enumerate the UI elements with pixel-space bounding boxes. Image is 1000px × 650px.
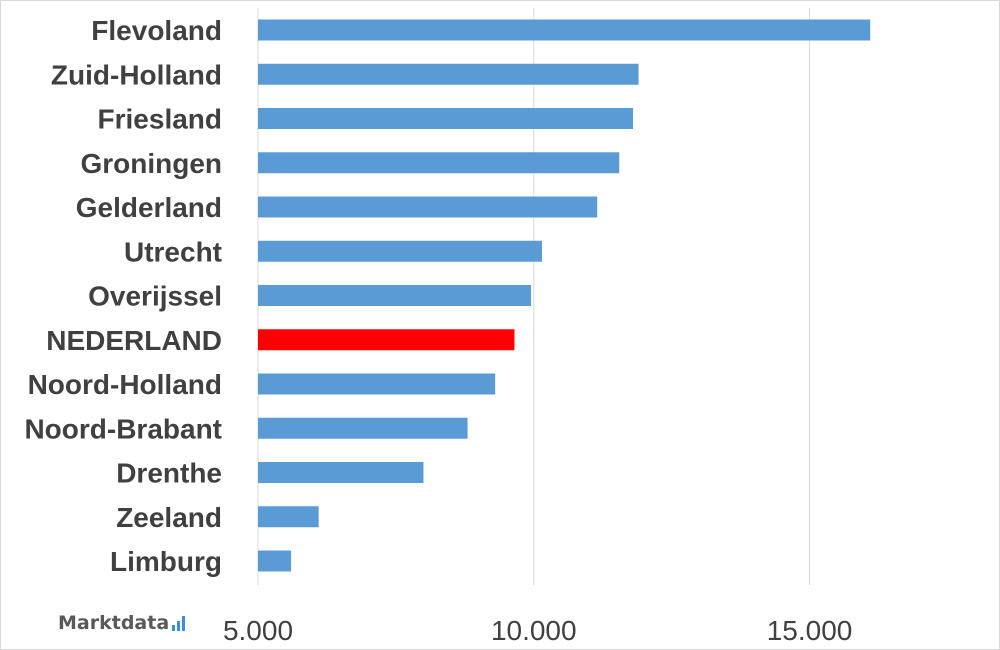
category-label: Drenthe: [116, 458, 222, 489]
bar-limburg: [258, 550, 292, 572]
category-label: Friesland: [98, 104, 222, 135]
category-label: Groningen: [80, 148, 222, 179]
bar-friesland: [258, 108, 634, 129]
bars: [258, 19, 871, 572]
bar-flevoland: [258, 19, 871, 41]
category-label: Zuid-Holland: [51, 59, 222, 90]
brand-name: Marktdata: [58, 612, 170, 634]
bar-utrecht: [258, 240, 543, 262]
bar-drenthe: [258, 462, 424, 483]
x-tick-label: 15.000: [767, 615, 853, 646]
category-label: Noord-Holland: [28, 369, 222, 400]
x-tick-label: 10.000: [491, 615, 577, 646]
bar-groningen: [258, 152, 620, 174]
x-tick-labels: 5.000 10.000 15.000: [223, 615, 852, 646]
bar-nederland: [258, 329, 515, 351]
bar-overijssel: [258, 285, 532, 306]
category-labels: Flevoland Zuid-Holland Friesland Groningen G…: [24, 15, 222, 577]
category-label: Overijssel: [88, 281, 222, 312]
bar-zuid-holland: [258, 63, 639, 85]
category-label: Limburg: [110, 546, 222, 577]
category-label: Noord-Brabant: [24, 413, 222, 444]
bar-noord-brabant: [258, 417, 468, 439]
bar-zeeland: [258, 506, 319, 528]
bar-gelderland: [258, 196, 598, 218]
category-label: Gelderland: [76, 192, 222, 223]
bar-chart-icon: [172, 615, 186, 631]
category-label: NEDERLAND: [46, 325, 222, 356]
category-label: Flevoland: [91, 15, 222, 46]
category-label: Utrecht: [124, 236, 222, 267]
category-label: Zeeland: [116, 502, 222, 533]
x-tick-label: 5.000: [223, 615, 293, 646]
bar-noord-holland: [258, 373, 496, 395]
brand-logo: Marktdata: [58, 612, 186, 634]
